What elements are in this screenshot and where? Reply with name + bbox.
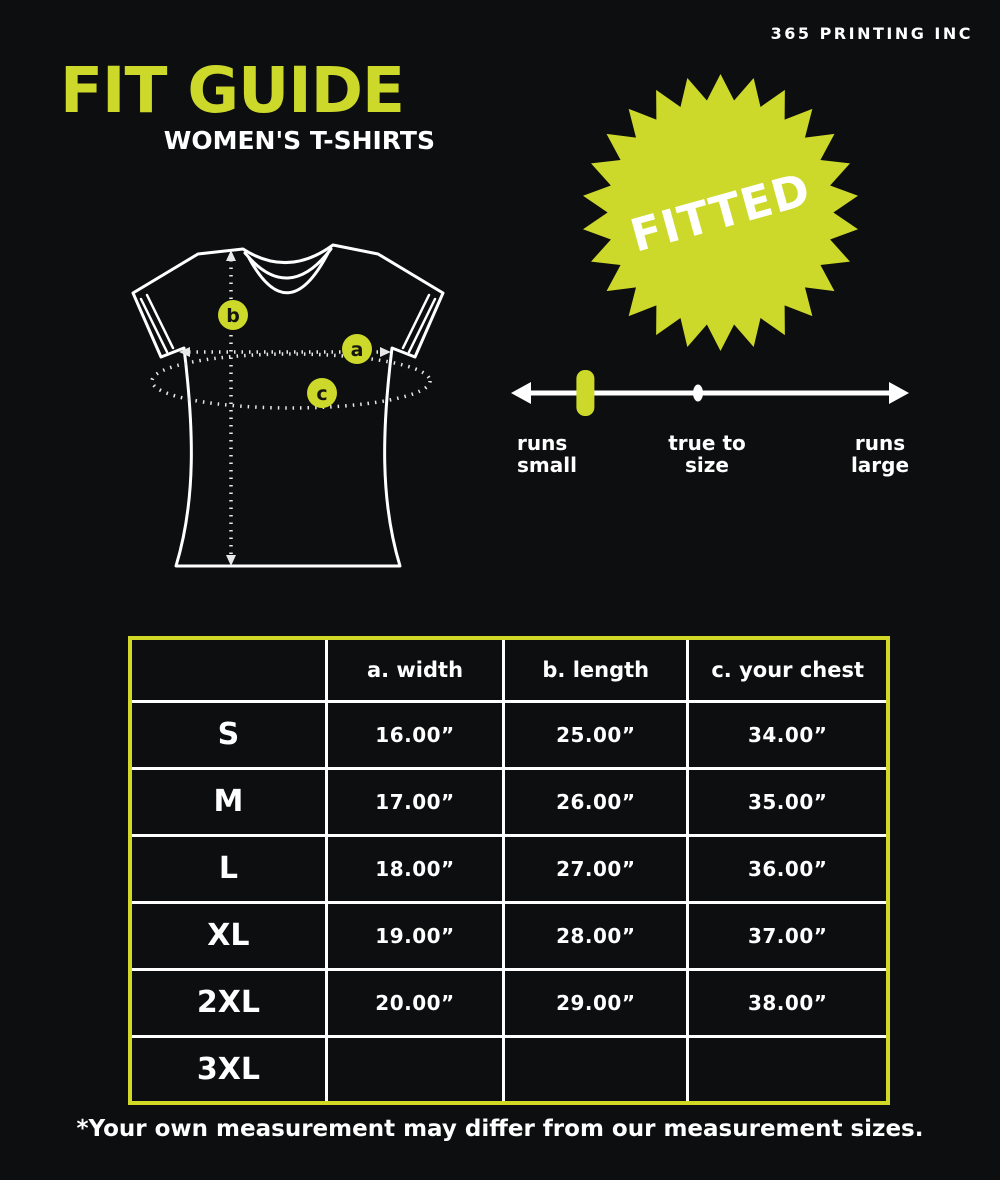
width-value: 17.00” <box>324 766 506 837</box>
size-label: L <box>128 833 328 904</box>
marker-a-circle <box>342 334 372 364</box>
marker-b-circle <box>218 300 248 330</box>
scale-label-true-to-size: true to size <box>668 431 746 477</box>
scale-arrow-left-icon <box>511 382 531 404</box>
width-value: 16.00” <box>324 699 506 770</box>
marker-b-letter: b <box>226 305 240 327</box>
size-chart-table: a. width b. length c. your chest S 16.00… <box>128 636 890 1105</box>
col-header-empty <box>128 636 328 703</box>
length-arrow-bottom <box>226 555 236 566</box>
fit-scale-svg <box>511 370 909 416</box>
size-label: 2XL <box>128 967 328 1038</box>
right-sleeve-stripe-inner <box>401 293 431 350</box>
col-header-length: b. length <box>502 636 690 703</box>
scale-label-runs-large: runs large <box>850 431 910 477</box>
measurement-disclaimer: *Your own measurement may differ from ou… <box>76 1116 924 1142</box>
width-arrow-right <box>380 347 391 357</box>
tshirt-diagram: b a c <box>118 215 466 580</box>
table-row-2xl: 2XL 20.00” 29.00” 38.00” <box>128 967 890 1038</box>
tshirt-illustration-svg: b a c <box>131 243 445 568</box>
size-label: S <box>128 699 328 770</box>
true-to-size-dot <box>693 384 703 402</box>
fit-position-marker <box>576 370 595 416</box>
size-label: M <box>128 766 328 837</box>
title-block: FIT GUIDE WOMEN'S T-SHIRTS <box>60 54 435 156</box>
size-label: 3XL <box>128 1034 328 1105</box>
width-value: 18.00” <box>324 833 506 904</box>
page-title: FIT GUIDE <box>60 54 405 127</box>
chest-value: 35.00” <box>686 766 890 837</box>
col-header-chest: c. your chest <box>686 636 890 703</box>
scale-arrow-right-icon <box>889 382 909 404</box>
chest-value <box>686 1034 890 1105</box>
col-header-width: a. width <box>324 636 506 703</box>
table-row-l: L 18.00” 27.00” 36.00” <box>128 833 890 904</box>
fit-scale <box>505 360 917 426</box>
marker-a-letter: a <box>351 339 364 361</box>
width-value: 19.00” <box>324 900 506 971</box>
left-sleeve-stripe-outer <box>139 297 169 354</box>
starburst-shape <box>582 74 859 351</box>
width-arrow-left <box>179 347 190 357</box>
length-value: 27.00” <box>502 833 690 904</box>
fitted-badge-star <box>582 74 859 351</box>
right-sleeve-stripe-outer <box>407 297 437 354</box>
collar-line-middle <box>243 247 333 280</box>
length-value: 29.00” <box>502 967 690 1038</box>
marker-c-circle <box>307 378 337 408</box>
length-value: 25.00” <box>502 699 690 770</box>
chest-value: 38.00” <box>686 967 890 1038</box>
left-sleeve-stripe-inner <box>145 293 175 350</box>
collar-line-inner <box>247 251 330 295</box>
chest-value: 34.00” <box>686 699 890 770</box>
table-row-xl: XL 19.00” 28.00” 37.00” <box>128 900 890 971</box>
chest-measure-ellipse <box>150 352 432 410</box>
brand-name: 365 PRINTING INC <box>770 24 973 43</box>
size-label: XL <box>128 900 328 971</box>
table-header-row: a. width b. length c. your chest <box>128 636 890 703</box>
fitted-badge: FITTED <box>582 74 859 351</box>
width-value <box>324 1034 506 1105</box>
table-row-s: S 16.00” 25.00” 34.00” <box>128 699 890 770</box>
page-subtitle: WOMEN'S T-SHIRTS <box>163 126 435 156</box>
chest-value: 36.00” <box>686 833 890 904</box>
length-value <box>502 1034 690 1105</box>
width-value: 20.00” <box>324 967 506 1038</box>
table-row-3xl: 3XL <box>128 1034 890 1105</box>
scale-label-runs-small: runs small <box>517 431 577 477</box>
length-value: 26.00” <box>502 766 690 837</box>
length-value: 28.00” <box>502 900 690 971</box>
length-arrow-top <box>226 250 236 261</box>
chest-value: 37.00” <box>686 900 890 971</box>
tshirt-outline <box>131 243 445 568</box>
table-row-m: M 17.00” 26.00” 35.00” <box>128 766 890 837</box>
marker-c-letter: c <box>316 383 327 405</box>
